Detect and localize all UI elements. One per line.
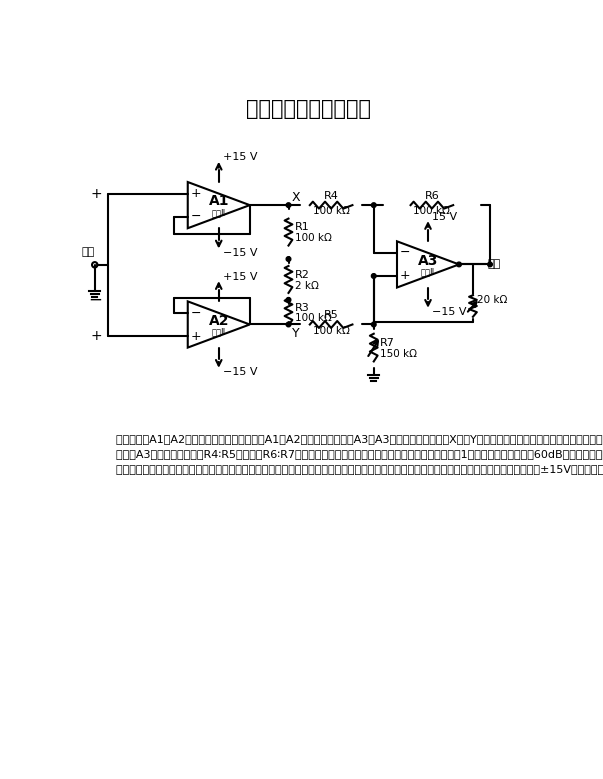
Text: X: X [292, 191, 300, 204]
Text: +: + [190, 187, 201, 200]
Text: −: − [191, 210, 201, 223]
Text: +: + [90, 329, 102, 343]
Circle shape [371, 203, 376, 207]
Text: 100 kΩ: 100 kΩ [313, 206, 350, 217]
Text: 20 kΩ: 20 kΩ [477, 294, 507, 305]
Circle shape [488, 262, 492, 266]
Circle shape [371, 323, 376, 326]
Text: 运算放大器A1和A2被连接成一种非倒相电路，A1和A2的输出驱动放大器A3，A3可以称为一种能把在X点与Y点之间浮动的差分信号变换成单端输出电压的减法器电路。虽: 运算放大器A1和A2被连接成一种非倒相电路，A1和A2的输出驱动放大器A3，A3… [103, 434, 603, 474]
Text: 150 kΩ: 150 kΩ [380, 349, 417, 359]
Circle shape [286, 257, 291, 261]
Text: 2 kΩ: 2 kΩ [295, 280, 318, 291]
Text: +: + [399, 270, 410, 283]
Text: 输入: 输入 [82, 248, 95, 258]
Circle shape [286, 298, 291, 302]
Text: 15 V: 15 V [432, 212, 457, 222]
Circle shape [286, 323, 291, 326]
Text: −15 V: −15 V [432, 307, 466, 317]
Text: R1: R1 [295, 223, 309, 232]
Text: −15 V: −15 V [223, 367, 257, 377]
Text: R6: R6 [425, 191, 439, 201]
Text: R7: R7 [380, 338, 395, 348]
Text: +: + [90, 187, 102, 200]
Text: +15 V: +15 V [223, 272, 257, 282]
Text: R2: R2 [295, 270, 309, 280]
Circle shape [456, 262, 461, 266]
Text: 100 kΩ: 100 kΩ [295, 313, 332, 323]
Text: 运放Ⅱ: 运放Ⅱ [212, 328, 226, 337]
Text: 运放Ⅱ: 运放Ⅱ [421, 268, 435, 277]
Text: +: + [190, 330, 201, 343]
Text: A3: A3 [418, 254, 438, 267]
Text: R5: R5 [324, 310, 338, 320]
Circle shape [371, 273, 376, 278]
Text: R4: R4 [324, 191, 338, 201]
Text: 100 kΩ: 100 kΩ [313, 326, 350, 336]
Text: Y: Y [292, 327, 299, 340]
Text: R3: R3 [295, 302, 309, 312]
Text: 运放Ⅱ: 运放Ⅱ [212, 208, 226, 217]
Text: −: − [88, 291, 102, 308]
Text: A2: A2 [209, 314, 229, 328]
Text: 100 kΩ: 100 kΩ [295, 233, 332, 243]
Text: +15 V: +15 V [223, 153, 257, 162]
Text: −: − [400, 246, 410, 259]
Text: −15 V: −15 V [223, 248, 257, 258]
Text: −: − [191, 306, 201, 319]
Text: 100 kΩ: 100 kΩ [414, 206, 450, 217]
Text: A1: A1 [209, 194, 229, 208]
Circle shape [286, 203, 291, 207]
Text: 输出: 输出 [488, 259, 501, 270]
Text: 高输入阻抗差分放大器: 高输入阻抗差分放大器 [246, 99, 371, 119]
